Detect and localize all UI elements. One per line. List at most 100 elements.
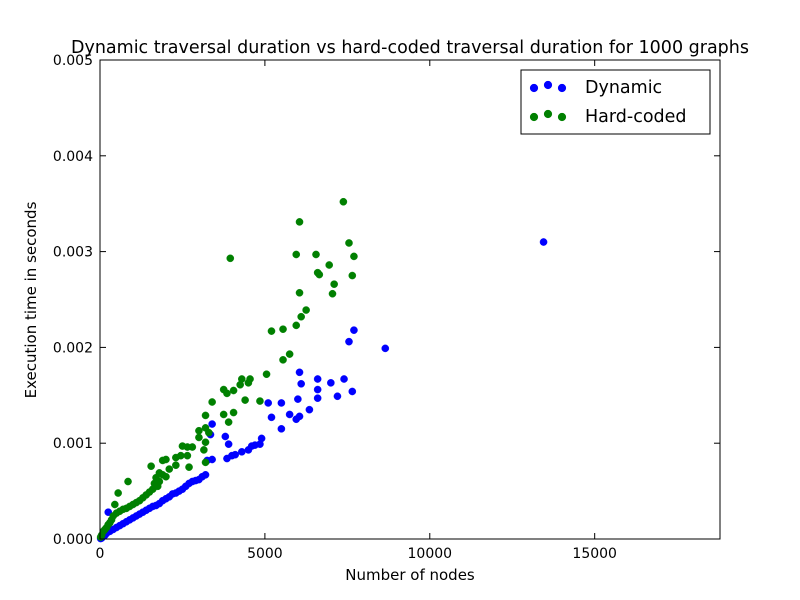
data-point-dynamic <box>285 410 294 419</box>
y-tick-label: 0.004 <box>53 149 93 165</box>
data-point-hard-coded <box>292 321 301 330</box>
data-point-hard-coded <box>350 252 358 261</box>
data-point-hard-coded <box>195 433 203 442</box>
y-axis-label: Execution time in seconds <box>22 201 40 398</box>
data-point-dynamic <box>208 420 216 428</box>
legend-marker <box>557 83 567 93</box>
data-point-hard-coded <box>183 443 192 451</box>
data-point-hard-coded <box>348 271 357 280</box>
y-axis-ticks: 0.000 0.001 0.002 0.003 0.004 0.005 <box>53 53 720 548</box>
data-point-hard-coded <box>262 370 271 379</box>
data-point-dynamic <box>313 385 322 394</box>
data-point-dynamic <box>267 413 276 422</box>
data-point-hard-coded <box>295 218 304 226</box>
data-point-dynamic <box>295 368 304 377</box>
data-point-hard-coded <box>172 461 180 470</box>
data-point-dynamic <box>327 379 335 387</box>
data-point-dynamic <box>340 375 348 383</box>
data-point-hard-coded <box>226 254 235 263</box>
data-point-hard-coded <box>195 426 203 435</box>
data-point-dynamic <box>223 454 231 463</box>
legend-marker <box>543 109 553 119</box>
y-tick-label: 0.003 <box>53 245 93 261</box>
data-point-hard-coded <box>124 477 132 486</box>
data-point-dynamic <box>224 440 233 448</box>
legend: Dynamic Hard-coded <box>520 69 711 135</box>
data-point-dynamic <box>277 399 286 407</box>
legend-box <box>520 69 711 135</box>
chart-title: Dynamic traversal duration vs hard-coded… <box>71 38 749 58</box>
legend-label: Dynamic <box>585 78 662 98</box>
data-point-hard-coded <box>267 327 276 335</box>
legend-marker <box>529 112 539 122</box>
x-axis-label: Number of nodes <box>345 566 475 584</box>
legend-marker <box>529 83 539 93</box>
x-tick-label: 10000 <box>408 546 453 562</box>
legend-entry: Hard-coded <box>529 107 687 127</box>
data-point-dynamic <box>313 394 322 402</box>
plot-area-frame <box>99 59 721 540</box>
data-point-dynamic <box>238 448 246 456</box>
data-point-dynamic <box>381 344 390 353</box>
data-point-hard-coded <box>201 411 210 420</box>
data-point-dynamic <box>539 238 548 246</box>
data-point-hard-coded <box>315 270 324 279</box>
legend-marker <box>557 112 567 122</box>
data-point-hard-coded <box>241 396 249 404</box>
data-point-hard-coded <box>229 408 238 417</box>
data-point-hard-coded <box>114 489 122 497</box>
data-point-hard-coded <box>312 250 320 259</box>
x-tick-label: 5000 <box>247 546 283 562</box>
data-points <box>96 197 548 543</box>
data-point-hard-coded <box>162 472 170 481</box>
data-point-hard-coded <box>285 350 294 358</box>
data-point-hard-coded <box>165 465 174 473</box>
data-point-dynamic <box>305 405 314 414</box>
y-tick-label: 0.001 <box>53 436 93 452</box>
data-point-hard-coded <box>96 533 105 541</box>
data-point-hard-coded <box>256 397 264 405</box>
data-point-hard-coded <box>200 446 208 454</box>
data-point-hard-coded <box>325 261 334 269</box>
data-point-hard-coded <box>172 453 180 462</box>
data-point-hard-coded <box>223 389 231 398</box>
data-point-hard-coded <box>219 410 228 419</box>
data-point-dynamic <box>264 399 272 407</box>
data-point-hard-coded <box>345 239 353 247</box>
data-point-hard-coded <box>158 456 167 465</box>
data-point-hard-coded <box>183 451 192 460</box>
data-point-hard-coded <box>279 325 287 334</box>
data-point-dynamic <box>292 415 301 424</box>
data-point-hard-coded <box>201 438 210 447</box>
data-point-hard-coded <box>111 500 119 509</box>
y-tick-label: 0.002 <box>53 340 93 356</box>
y-tick-label: 0.005 <box>53 53 93 69</box>
data-point-hard-coded <box>224 418 233 426</box>
data-point-hard-coded <box>295 288 304 297</box>
x-tick-label: 0 <box>96 546 105 562</box>
data-point-hard-coded <box>330 280 338 288</box>
data-point-hard-coded <box>244 379 253 387</box>
data-point-hard-coded <box>229 386 238 395</box>
data-point-dynamic <box>348 387 357 396</box>
x-tick-label: 15000 <box>572 546 617 562</box>
data-point-dynamic <box>313 375 322 383</box>
data-point-dynamic <box>345 337 353 346</box>
data-point-dynamic <box>294 395 302 403</box>
data-point-hard-coded <box>302 306 310 314</box>
data-point-dynamic <box>277 425 286 433</box>
data-point-hard-coded <box>236 380 244 389</box>
data-point-dynamic <box>333 392 342 401</box>
data-point-hard-coded <box>339 197 348 206</box>
data-point-dynamic <box>297 379 305 388</box>
legend-entry: Dynamic <box>529 78 662 98</box>
data-point-dynamic <box>221 432 230 441</box>
data-point-hard-coded <box>201 458 210 467</box>
data-point-dynamic <box>244 446 253 454</box>
legend-label: Hard-coded <box>585 107 687 127</box>
data-point-hard-coded <box>328 289 337 298</box>
data-point-hard-coded <box>292 250 301 259</box>
data-point-hard-coded <box>205 428 213 437</box>
data-point-hard-coded <box>147 462 155 470</box>
